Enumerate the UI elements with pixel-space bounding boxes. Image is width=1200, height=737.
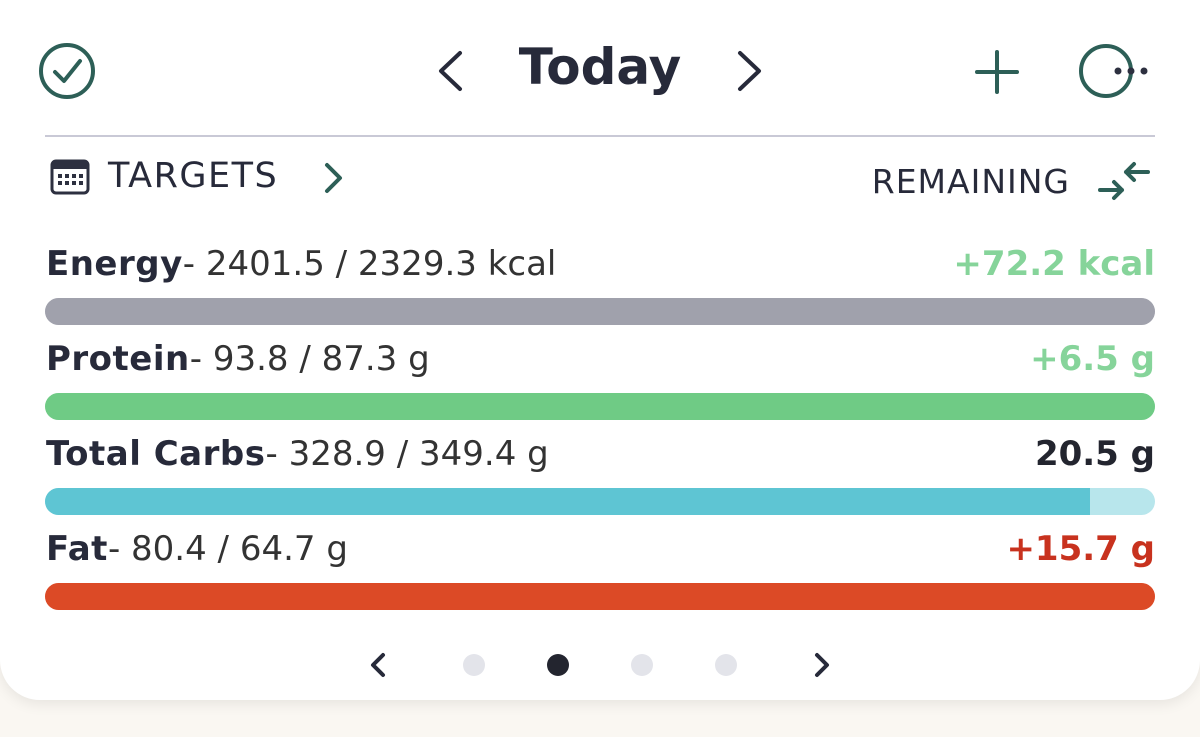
page-dot[interactable] [463,654,485,676]
target: 349.4 [419,434,517,474]
row-text: Total Carbs- 328.9 / 349.4 g [46,434,549,474]
consumed: 328.9 [288,434,386,474]
next-day[interactable] [738,51,761,91]
dash: - [265,434,278,474]
separator: / [299,339,311,379]
target: 64.7 [239,529,316,569]
progress-track [45,583,1155,610]
day-title: Today [518,38,682,96]
targets-chevron[interactable] [325,163,342,193]
nutrient-name: Fat [46,529,108,569]
unit: g [326,529,348,569]
progress-fill [45,298,1155,325]
icons [39,43,1155,677]
remaining: +6.5 g [1030,339,1155,379]
row-text: Fat- 80.4 / 64.7 g [46,529,348,569]
page-dot-active[interactable] [547,654,569,676]
unit: g [408,339,430,379]
check-icon [53,59,82,83]
swap-icon[interactable] [1098,162,1150,200]
card: Today TARGETS REMAINING Energy- 2401.5 /… [0,0,1200,700]
page-dot[interactable] [631,654,653,676]
dash: - [189,339,202,379]
add-button[interactable] [975,50,1019,94]
mode-label[interactable]: REMAINING [871,162,1070,201]
dash: - [182,244,196,284]
nutrient-name: Protein [46,339,190,379]
nutrient-name: Energy [46,244,183,284]
consumed: 93.8 [212,339,289,379]
prev-day[interactable] [439,51,462,91]
remaining: +15.7 g [1006,529,1155,569]
separator: / [217,529,230,569]
dash: - [107,529,121,569]
target: 87.3 [321,339,398,379]
separator: / [396,434,409,474]
progress-track [45,298,1155,325]
separator: / [335,244,348,284]
progress-track [45,393,1155,420]
page-dots [463,654,737,676]
unit: g [527,434,549,474]
calendar-icon [50,159,90,195]
remaining: 20.5 g [1034,434,1155,474]
consumed: 2401.5 [205,244,325,284]
next-page[interactable] [815,653,829,677]
progress-fill [45,488,1090,515]
remaining: +72.2 kcal [953,244,1155,284]
page-dot[interactable] [715,654,737,676]
consumed: 80.4 [131,529,207,569]
unit: kcal [487,244,557,284]
row-text: Energy- 2401.5 / 2329.3 kcal [46,244,556,284]
progress-fill [45,393,1155,420]
targets-label[interactable]: TARGETS [108,156,279,196]
nutrient-name: Total Carbs [46,434,266,474]
row-text: Protein- 93.8 / 87.3 g [46,339,430,379]
progress-track [45,488,1155,515]
progress-fill [45,583,1155,610]
prev-page[interactable] [371,653,385,677]
target: 2329.3 [357,244,477,284]
complete-button[interactable] [39,43,95,99]
